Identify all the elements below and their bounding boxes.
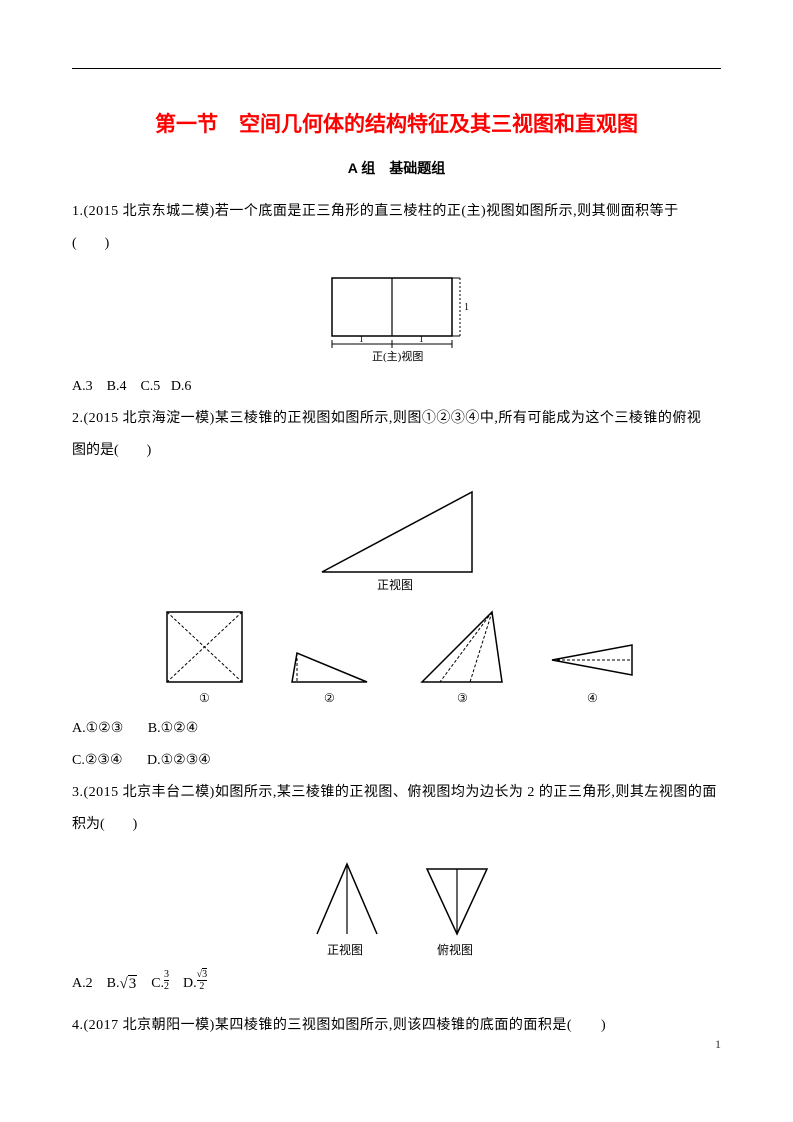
q2-text2: 图的是( ) xyxy=(72,435,721,467)
q1-opt-d: D.6 xyxy=(171,379,192,394)
q1-paren: ( ) xyxy=(72,228,721,260)
q2-opt-b: B.①②④ xyxy=(148,721,199,736)
q2-text: 2.(2015 北京海淀一模)某三棱锥的正视图如图所示,则图①②③④中,所有可能… xyxy=(72,403,721,435)
q2-options-row1: A.①②③ B.①②④ xyxy=(72,713,721,745)
q1-figure: 1 1 1 正(主)视图 xyxy=(72,270,721,365)
svg-text:②: ② xyxy=(324,691,335,705)
q3-text: 3.(2015 北京丰台二模)如图所示,某三棱锥的正视图、俯视图均为边长为 2 … xyxy=(72,777,721,809)
svg-text:1: 1 xyxy=(464,302,469,313)
q3-opt-b: B.√3 xyxy=(107,967,138,1000)
q2-figure-top: 正视图 xyxy=(72,477,721,597)
svg-text:俯视图: 俯视图 xyxy=(437,942,473,957)
q2-figure-row: ① ② ③ ④ xyxy=(72,607,721,707)
q3-figure: 正视图 俯视图 xyxy=(72,851,721,961)
svg-text:③: ③ xyxy=(457,691,468,705)
q1-options: A.3 B.4 C.5 D.6 xyxy=(72,371,721,403)
q1-opt-a: A.3 xyxy=(72,379,93,394)
q2-options-row2: C.②③④ D.①②③④ xyxy=(72,745,721,777)
svg-text:①: ① xyxy=(199,691,210,705)
top-rule xyxy=(72,68,721,69)
svg-text:1: 1 xyxy=(359,334,364,344)
page-number: 1 xyxy=(715,1037,721,1052)
q1-text: 1.(2015 北京东城二模)若一个底面是正三角形的直三棱柱的正(主)视图如图所… xyxy=(72,196,721,228)
section-title: 第一节 空间几何体的结构特征及其三视图和直观图 xyxy=(72,108,721,138)
q1-opt-c: C.5 xyxy=(140,379,160,394)
q2-opt-c: C.②③④ xyxy=(72,753,123,768)
q3-opt-c: C.32 xyxy=(151,968,169,1000)
q2-opt-d: D.①②③④ xyxy=(147,753,211,768)
svg-text:正视图: 正视图 xyxy=(327,942,363,957)
svg-text:正(主)视图: 正(主)视图 xyxy=(372,349,423,363)
svg-text:正视图: 正视图 xyxy=(377,577,413,592)
q3-options: A.2 B.√3 C.32 D.√32 xyxy=(72,967,721,1000)
q3-opt-d: D.√32 xyxy=(183,968,207,1000)
svg-text:1: 1 xyxy=(419,334,424,344)
svg-text:④: ④ xyxy=(587,691,598,705)
q3-text2: 积为( ) xyxy=(72,809,721,841)
q3-opt-a: A.2 xyxy=(72,968,93,1000)
q1-opt-b: B.4 xyxy=(107,379,127,394)
q4-text: 4.(2017 北京朝阳一模)某四棱锥的三视图如图所示,则该四棱锥的底面的面积是… xyxy=(72,1010,721,1042)
q2-opt-a: A.①②③ xyxy=(72,721,123,736)
group-subtitle: A 组 基础题组 xyxy=(72,158,721,178)
